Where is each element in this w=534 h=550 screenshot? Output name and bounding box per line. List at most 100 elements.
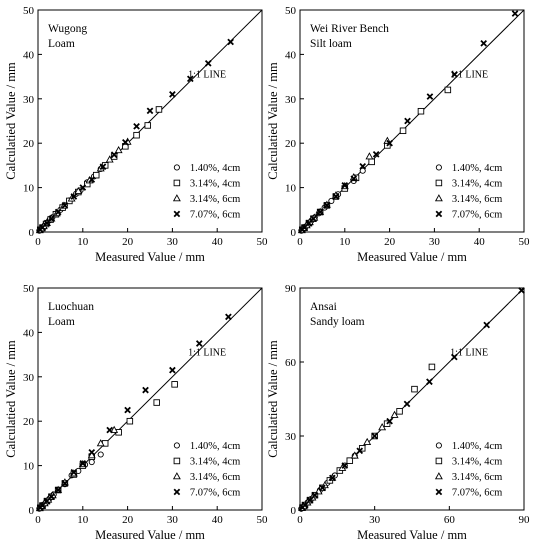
data-point bbox=[404, 117, 411, 125]
legend-label: 7.07%, 6cm bbox=[190, 209, 240, 220]
data-point bbox=[390, 410, 399, 418]
chart-panel-2: 0 10 20 30 40 50 0 10 20 30 40 50 Measured Value / m… bbox=[266, 5, 530, 264]
data-point bbox=[61, 202, 69, 209]
legend-marker-cross bbox=[173, 488, 181, 496]
data-point bbox=[480, 39, 488, 47]
data-point bbox=[341, 462, 349, 469]
x-tick-label: 10 bbox=[339, 236, 351, 248]
data-point bbox=[227, 38, 234, 46]
x-tick-label: 30 bbox=[167, 514, 179, 526]
series-4 bbox=[298, 10, 519, 234]
data-point bbox=[54, 208, 62, 216]
y-tick-label: 40 bbox=[23, 327, 35, 339]
data-point bbox=[450, 353, 458, 361]
legend-marker-cross bbox=[435, 210, 443, 218]
series-4 bbox=[299, 287, 525, 511]
data-point bbox=[316, 208, 324, 216]
data-point bbox=[169, 366, 176, 374]
data-point bbox=[88, 176, 96, 183]
x-tick-label: 40 bbox=[212, 236, 224, 248]
data-point bbox=[106, 426, 114, 434]
x-tick-label: 20 bbox=[122, 236, 134, 248]
legend-marker-square bbox=[173, 179, 181, 187]
data-point bbox=[426, 378, 433, 386]
series-4 bbox=[36, 38, 234, 234]
x-tick-label: 30 bbox=[429, 236, 441, 248]
y-tick-label: 30 bbox=[23, 372, 35, 384]
soil-label: Loam bbox=[48, 316, 75, 328]
data-point bbox=[403, 400, 411, 408]
legend-marker-triangle bbox=[172, 472, 181, 480]
legend-label: 1.40%, 4cm bbox=[190, 163, 240, 174]
data-point bbox=[48, 493, 55, 501]
legend-label: 3.14%, 6cm bbox=[452, 194, 502, 205]
legend-marker-cross bbox=[435, 488, 443, 496]
soil-label: Silt loam bbox=[310, 38, 352, 50]
x-tick-label: 50 bbox=[257, 236, 269, 248]
y-tick-label: 0 bbox=[29, 227, 35, 239]
legend: 1.40%, 4cm 3.14%, 4cm 3.14%, 6cm 7.07%, 6cm bbox=[172, 441, 240, 498]
soil-label: Sandy loam bbox=[310, 316, 365, 328]
plot-frame bbox=[37, 9, 263, 233]
one-to-one-label: 1:1 LINE bbox=[450, 70, 488, 81]
data-point bbox=[372, 150, 380, 158]
data-point bbox=[386, 417, 393, 425]
legend-marker-circle bbox=[435, 164, 442, 171]
data-point bbox=[146, 107, 154, 115]
legend-label: 3.14%, 4cm bbox=[190, 178, 240, 189]
data-point bbox=[444, 86, 452, 94]
legend-label: 7.07%, 6cm bbox=[452, 209, 502, 220]
data-point bbox=[144, 122, 152, 129]
x-tick-label: 20 bbox=[122, 514, 134, 526]
data-point bbox=[88, 458, 95, 466]
y-tick-label: 10 bbox=[23, 461, 35, 473]
data-point bbox=[386, 139, 393, 147]
chart-panel-4: 0 30 60 90 0 30 60 90 Measured Value / mm Calcula… bbox=[266, 283, 530, 542]
legend-marker-square bbox=[435, 457, 443, 465]
legend-marker-triangle bbox=[172, 194, 181, 202]
data-point bbox=[310, 215, 317, 223]
legend-label: 3.14%, 6cm bbox=[190, 194, 240, 205]
site-label: Luochuan bbox=[48, 301, 94, 313]
data-point bbox=[341, 182, 349, 189]
data-point bbox=[97, 451, 104, 458]
y-tick-label: 90 bbox=[285, 283, 297, 295]
data-point bbox=[350, 175, 358, 183]
data-point bbox=[74, 186, 83, 195]
x-axis-label: Measured Value / mm bbox=[357, 528, 467, 542]
y-tick-label: 0 bbox=[291, 505, 297, 517]
data-point bbox=[88, 448, 96, 456]
legend-label: 3.14%, 4cm bbox=[190, 456, 240, 467]
plot-frame bbox=[299, 287, 525, 511]
plot-frame bbox=[299, 9, 525, 233]
legend-label: 1.40%, 4cm bbox=[190, 441, 240, 452]
site-label: Wei River Bench bbox=[310, 23, 389, 35]
data-point bbox=[378, 423, 387, 431]
data-point bbox=[511, 10, 519, 17]
x-tick-label: 0 bbox=[297, 514, 303, 526]
y-tick-label: 60 bbox=[285, 357, 297, 369]
data-point bbox=[350, 451, 359, 459]
series-4 bbox=[36, 313, 232, 512]
data-point bbox=[124, 406, 131, 414]
data-point bbox=[133, 122, 140, 130]
y-axis-label: Calculatied Value / mm bbox=[266, 340, 280, 458]
data-point bbox=[171, 381, 178, 388]
data-point bbox=[426, 93, 434, 100]
data-point bbox=[396, 408, 403, 415]
data-point bbox=[332, 193, 340, 200]
data-point bbox=[451, 71, 458, 78]
data-point bbox=[70, 468, 78, 476]
legend-marker-square bbox=[435, 179, 443, 187]
y-tick-label: 50 bbox=[23, 283, 35, 295]
x-tick-label: 20 bbox=[384, 236, 396, 248]
y-tick-label: 10 bbox=[285, 183, 297, 195]
data-point bbox=[54, 486, 62, 494]
soil-label: Loam bbox=[48, 38, 75, 50]
data-point bbox=[96, 439, 105, 447]
legend-label: 1.40%, 4cm bbox=[452, 441, 502, 452]
site-label: Wugong bbox=[48, 23, 87, 35]
data-point bbox=[359, 162, 367, 170]
data-point bbox=[359, 167, 366, 174]
